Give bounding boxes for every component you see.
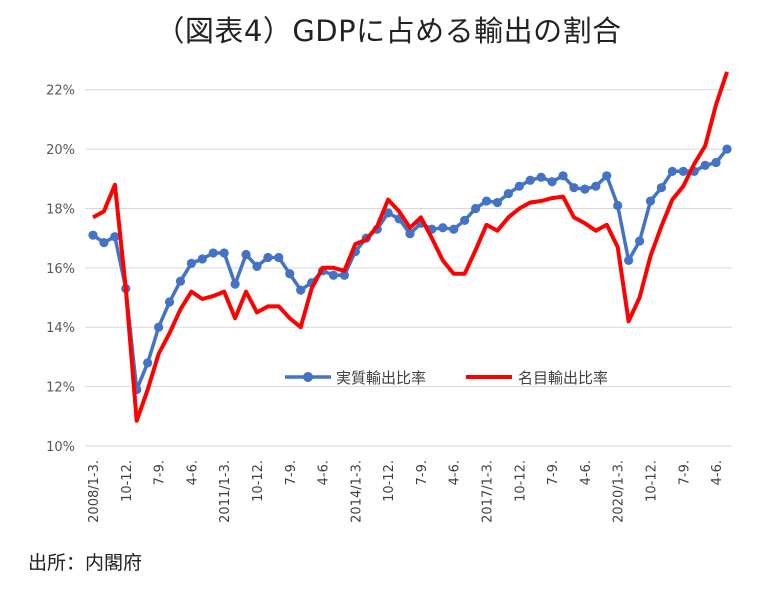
y-tick-label: 10% [46, 440, 75, 455]
data-point [197, 254, 207, 264]
x-tick-label: 7-9. [677, 460, 692, 485]
data-point [241, 249, 251, 260]
data-point [263, 252, 273, 263]
legend: 実質輸出比率 名目輸出比率 [285, 369, 608, 387]
data-point [481, 196, 492, 206]
y-tick-label: 14% [46, 321, 75, 336]
data-point [536, 172, 546, 182]
x-axis: 2008/1-3. 10-12. 7-9. 4-6. 2011/1-3. 10-12. 7-… [87, 460, 725, 523]
x-tick-label: 4-6. [317, 460, 332, 485]
data-point [219, 248, 229, 258]
x-tick-label: 2011/1-3. [218, 460, 233, 523]
data-point [503, 189, 513, 199]
data-point [274, 252, 284, 263]
y-tick-label: 22% [46, 84, 75, 99]
data-point [645, 196, 656, 206]
data-point [164, 297, 175, 307]
data-point [110, 232, 120, 242]
data-point [667, 166, 677, 176]
data-point [514, 181, 524, 191]
data-point [569, 183, 579, 193]
data-point [88, 230, 98, 240]
x-tick-label: 4-6. [448, 460, 463, 485]
x-tick-label: 10-12. [382, 460, 397, 502]
y-tick-label: 20% [46, 143, 75, 158]
data-point [99, 238, 109, 248]
data-point [143, 358, 153, 368]
x-tick-label: 10-12. [644, 460, 659, 502]
data-point [285, 269, 295, 279]
x-tick-label: 4-6. [185, 460, 200, 485]
data-point [230, 279, 240, 289]
data-point [591, 181, 601, 191]
data-point [634, 236, 645, 246]
data-point [656, 183, 667, 193]
data-point [449, 224, 459, 234]
x-tick-label: 2020/1-3. [612, 460, 627, 523]
data-point [405, 229, 415, 239]
x-tick-label: 2017/1-3. [481, 460, 496, 523]
y-tick-label: 16% [46, 262, 75, 277]
data-point [175, 276, 186, 286]
y-tick-label: 12% [46, 381, 75, 396]
data-point [186, 258, 196, 268]
x-tick-label: 2008/1-3. [87, 460, 102, 523]
data-point [624, 255, 634, 266]
data-point [525, 175, 535, 185]
data-point [613, 200, 623, 211]
data-point [153, 322, 164, 332]
x-tick-label: 10-12. [120, 460, 135, 502]
data-point [252, 261, 262, 271]
data-point [339, 270, 350, 280]
series-line-1 [92, 71, 729, 423]
gridlines [85, 89, 732, 447]
x-tick-label: 4-6. [579, 460, 594, 485]
data-point [492, 197, 503, 208]
data-point [438, 223, 448, 233]
data-point [602, 171, 612, 181]
data-point [722, 144, 732, 154]
x-tick-label: 10-12. [251, 460, 266, 502]
x-tick-label: 10-12. [513, 460, 528, 502]
data-point [547, 177, 557, 187]
legend-label: 名目輸出比率 [518, 369, 608, 387]
legend-marker [303, 372, 313, 382]
x-tick-label: 7-9. [284, 460, 299, 485]
x-tick-label: 2014/1-3. [349, 460, 364, 523]
data-point [460, 215, 470, 225]
data-point [558, 171, 568, 181]
x-tick-label: 7-9. [546, 460, 561, 485]
chart-title: （図表4）GDPに占める輸出の割合 [155, 14, 622, 48]
data-point [700, 160, 710, 171]
data-point [328, 270, 339, 280]
data-point [580, 184, 590, 194]
data-point [208, 248, 218, 258]
data-point [678, 166, 688, 176]
data-point [470, 203, 481, 214]
x-tick-label: 7-9. [415, 460, 430, 485]
y-tick-label: 18% [46, 202, 75, 217]
series-line-0 [92, 147, 729, 392]
y-axis: 10% 12% 14% 16% 18% 20% 22% [46, 84, 75, 455]
x-tick-label: 7-9. [153, 460, 168, 485]
legend-label: 実質輸出比率 [336, 369, 426, 387]
x-tick-label: 4-6. [710, 460, 725, 485]
data-point [711, 157, 721, 168]
data-point [383, 208, 393, 218]
series-layer [88, 71, 732, 423]
data-point [296, 285, 306, 295]
source-note: 出所：内閣府 [28, 552, 143, 574]
